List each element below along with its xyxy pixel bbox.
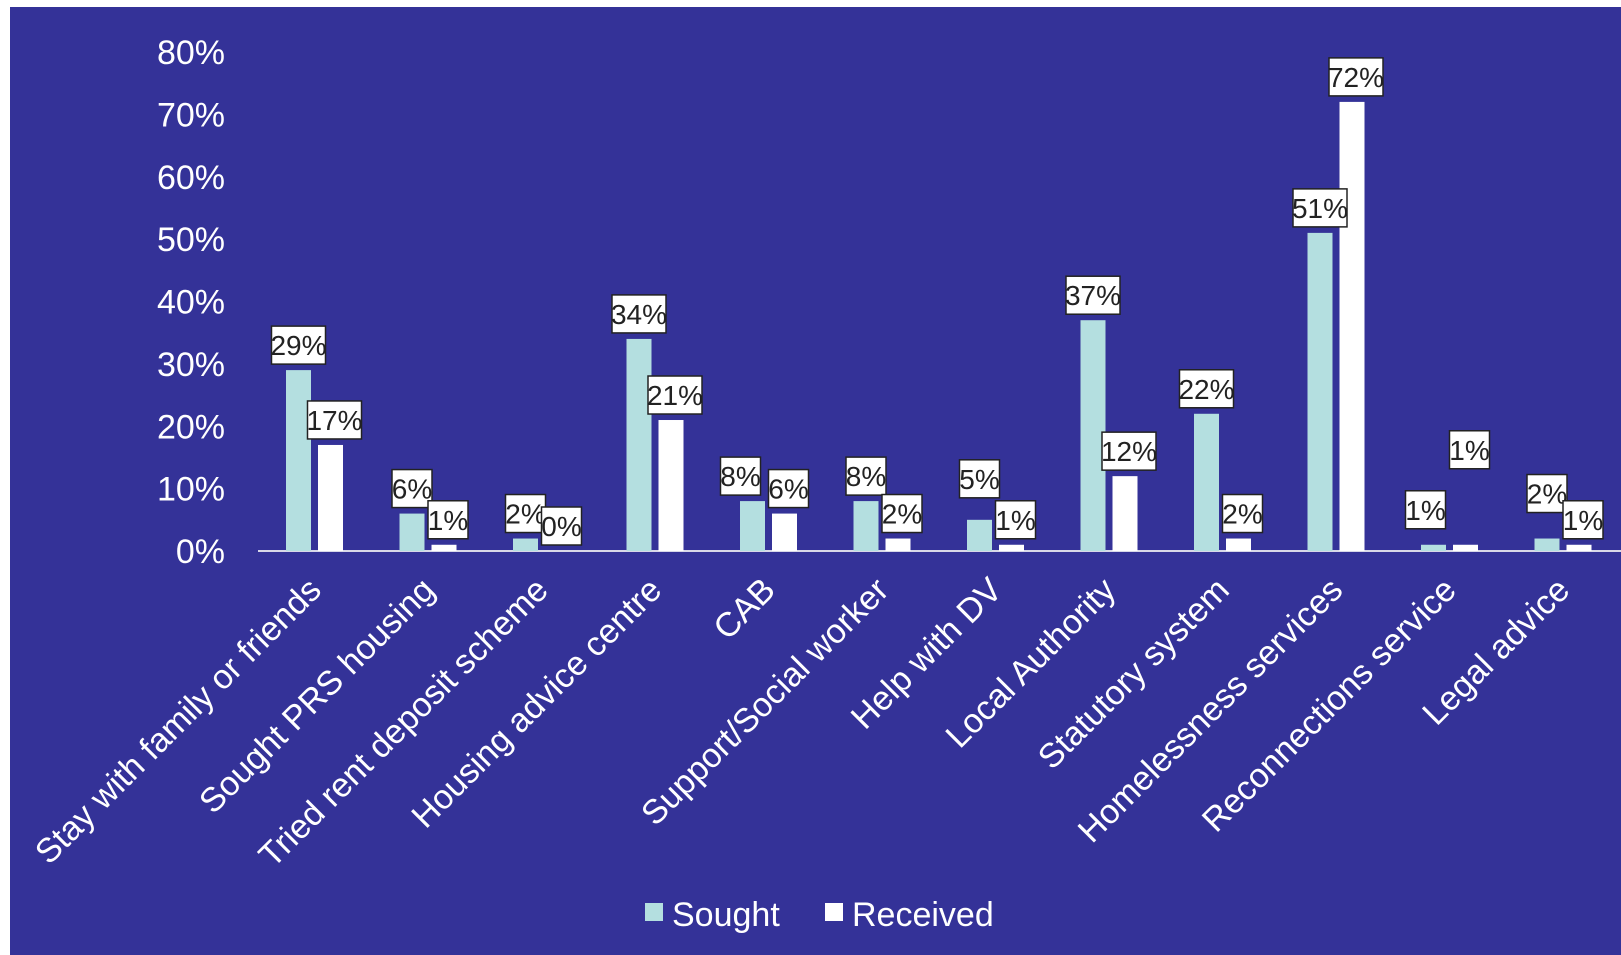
data-label-received-box <box>647 375 703 415</box>
data-label-sought: 5% <box>959 464 999 495</box>
data-label-sought-box <box>1526 473 1568 514</box>
legend-label-sought: Sought <box>672 896 780 934</box>
data-label-sought-box <box>391 468 433 509</box>
bar-received <box>772 513 797 551</box>
y-tick-label: 80% <box>157 34 225 72</box>
data-label-sought-box <box>719 456 762 496</box>
bar-sought <box>626 338 652 551</box>
data-label-received: 2% <box>882 499 922 530</box>
bar-sought <box>1307 232 1333 551</box>
bar-received <box>1566 544 1592 551</box>
chart-background <box>10 7 1621 955</box>
y-tick-label: 10% <box>157 471 225 509</box>
bar-received <box>658 420 684 551</box>
data-label-received-box <box>1328 57 1384 97</box>
data-label-received: 1% <box>1563 505 1603 536</box>
bar-sought <box>1534 538 1560 551</box>
bar-received <box>431 544 457 551</box>
bar-received <box>999 544 1024 551</box>
data-label-sought: 2% <box>505 499 545 530</box>
bar-sought <box>740 501 765 551</box>
data-label-sought-box <box>845 456 887 496</box>
data-label-sought: 22% <box>1178 374 1234 405</box>
data-label-received-box <box>1562 500 1604 540</box>
legend-swatch-sought <box>645 903 663 921</box>
data-label-sought-box <box>611 294 667 334</box>
legend-swatch-received <box>825 903 843 921</box>
data-label-sought: 29% <box>270 330 326 361</box>
bar-sought <box>1421 544 1446 551</box>
data-label-sought: 2% <box>1527 479 1567 510</box>
y-axis: 0% 10% 20% 30% 40% 50% 60% 70% 80% <box>157 34 225 571</box>
data-label-received: 12% <box>1101 436 1157 467</box>
bar-sought <box>967 519 992 551</box>
data-label-received-box <box>767 468 810 509</box>
data-label-sought-box <box>958 459 1001 499</box>
data-label-sought: 1% <box>1405 495 1445 526</box>
legend: Sought Received <box>645 896 994 934</box>
bar-received <box>1226 538 1251 551</box>
bar-sought <box>1194 413 1219 551</box>
data-label-received-box <box>881 493 923 534</box>
bar-received <box>318 444 343 551</box>
data-label-sought: 34% <box>611 299 667 330</box>
bar-sought <box>513 538 538 551</box>
data-label-received: 1% <box>428 505 468 536</box>
data-label-sought-box <box>1178 369 1235 409</box>
bar-sought <box>286 370 311 551</box>
data-label-received-box <box>994 500 1037 540</box>
data-label-received-box <box>427 500 469 540</box>
bar-received <box>1453 544 1478 551</box>
data-label-received-box <box>540 506 583 546</box>
data-label-received: 17% <box>306 405 362 436</box>
data-labels: 29%17%6%1% 2%0%34%21%8% 6% 8%2%5%1%37%12%22… <box>270 57 1604 546</box>
data-label-received: 0% <box>541 511 581 542</box>
bar-received <box>1112 476 1138 551</box>
y-tick-label: 50% <box>157 221 225 259</box>
data-label-sought: 37% <box>1065 280 1121 311</box>
y-tick-label: 40% <box>157 284 225 322</box>
bar-received <box>885 538 911 551</box>
y-tick-label: 0% <box>176 533 225 571</box>
data-label-received-box <box>1448 430 1491 470</box>
data-label-sought-box <box>270 325 327 365</box>
data-label-sought: 51% <box>1292 193 1348 224</box>
data-label-received: 1% <box>1449 435 1489 466</box>
bar-sought <box>399 513 425 551</box>
data-label-received: 6% <box>768 474 808 505</box>
data-label-received: 21% <box>647 380 703 411</box>
data-label-sought: 6% <box>392 474 432 505</box>
data-label-sought-box <box>1404 490 1447 530</box>
data-label-received-box <box>1101 431 1157 471</box>
data-label-sought-box <box>1065 275 1121 315</box>
y-tick-label: 30% <box>157 346 225 384</box>
data-label-sought-box <box>1292 188 1348 228</box>
bar-received <box>1339 101 1365 552</box>
y-tick-label: 70% <box>157 96 225 134</box>
data-label-received-box <box>306 400 363 440</box>
data-label-received-box <box>1221 493 1264 534</box>
data-label-sought: 8% <box>720 461 760 492</box>
data-label-sought: 8% <box>846 461 886 492</box>
y-tick-label: 60% <box>157 159 225 197</box>
data-label-received: 2% <box>1222 499 1262 530</box>
legend-label-received: Received <box>852 896 994 934</box>
bars <box>286 101 1592 552</box>
data-label-received: 1% <box>995 505 1035 536</box>
data-label-received: 72% <box>1328 62 1384 93</box>
bar-sought <box>853 501 879 551</box>
y-tick-label: 20% <box>157 408 225 446</box>
